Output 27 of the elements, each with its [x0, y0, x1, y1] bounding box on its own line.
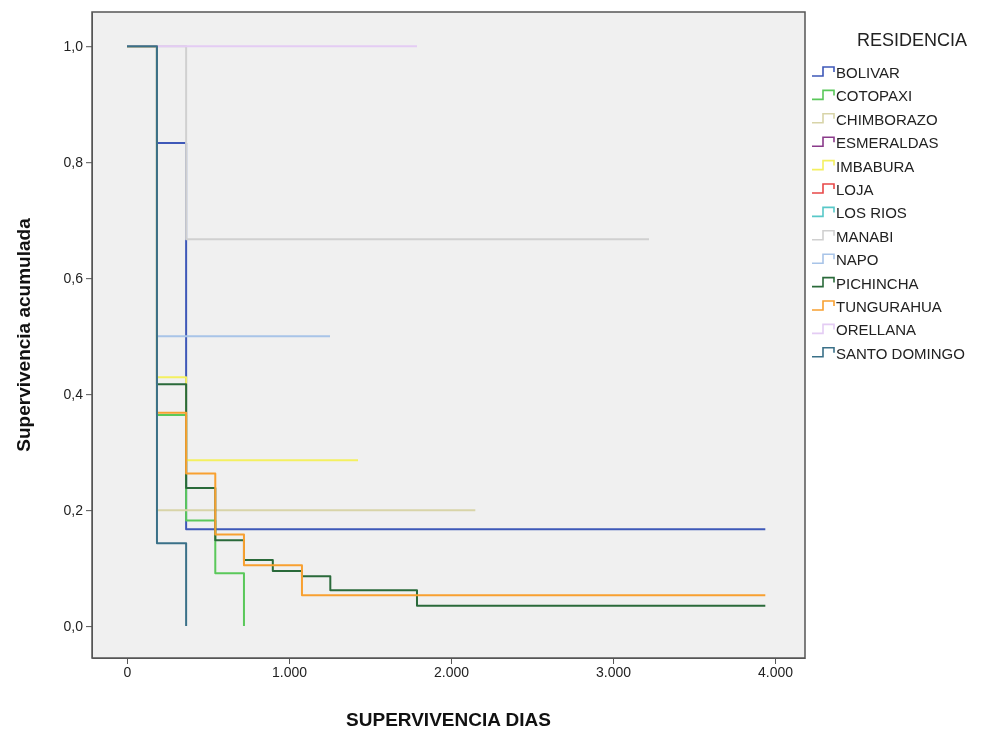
x-tick-label: 3.000: [596, 663, 632, 680]
legend-label: SANTO DOMINGO: [836, 344, 965, 362]
x-tick-label: 0: [123, 663, 132, 680]
legend-label: ORELLANA: [836, 321, 917, 339]
x-tick-label: 1.000: [271, 663, 308, 680]
x-tick-label: 4.000: [758, 663, 794, 680]
legend-label: LOS RIOS: [836, 204, 907, 222]
y-axis-title: Supervivencia acumulada: [13, 217, 34, 452]
legend-label: TUNGURAHUA: [836, 298, 942, 315]
y-tick-label: 1,0: [63, 38, 84, 55]
legend-label: CHIMBORAZO: [836, 110, 938, 128]
y-tick-label: 0,2: [63, 502, 84, 519]
y-tick-label: 0,8: [63, 154, 84, 171]
legend-label: PICHINCHA: [836, 274, 919, 292]
legend-label: BOLIVAR: [836, 64, 901, 81]
legend-label: IMBABURA: [836, 157, 915, 175]
y-tick-label: 0,6: [63, 270, 84, 287]
x-axis-title: SUPERVIVENCIA DIAS: [346, 709, 551, 730]
legend-label: LOJA: [836, 181, 874, 198]
x-tick-label: 2.000: [433, 663, 470, 680]
legend-label: COTOPAXI: [836, 87, 913, 105]
y-tick-label: 0,0: [63, 618, 84, 635]
legend-title: RESIDENCIA: [856, 30, 968, 50]
legend-label: ESMERALDAS: [836, 134, 939, 152]
legend-label: NAPO: [836, 251, 879, 269]
legend-label: MANABI: [836, 227, 894, 245]
y-tick-label: 0,4: [63, 386, 84, 403]
